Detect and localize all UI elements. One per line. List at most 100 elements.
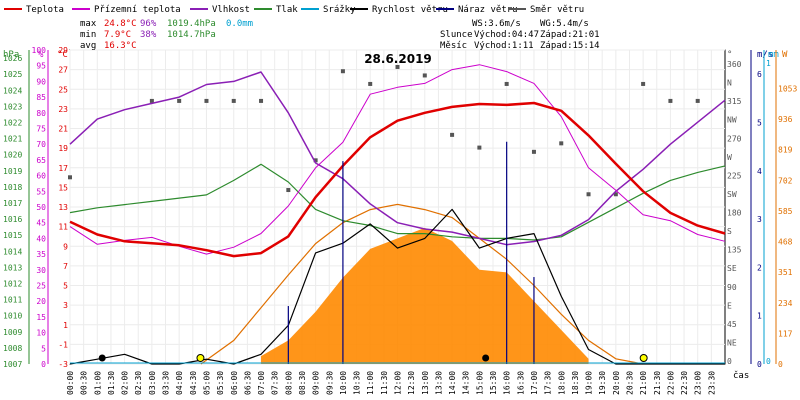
legend-label: Teplota (26, 5, 64, 15)
solar-tick-label: 117 (778, 329, 793, 338)
temp-tick-label: 29 (58, 46, 68, 55)
hum-tick-label: 90 (36, 77, 46, 86)
x-tick-label: 20:00 (612, 371, 621, 395)
solar-tick-label: 351 (778, 268, 793, 277)
solar-tick-label: 234 (778, 299, 793, 308)
hum-tick-label: 25 (36, 282, 46, 291)
solar-tick-label: 936 (778, 115, 793, 124)
hum-tick-label: 65 (36, 156, 46, 165)
moonset-time: Západ:15:14 (540, 41, 600, 51)
press-tick-label: 1021 (3, 135, 22, 144)
hum-tick-label: 80 (36, 109, 46, 118)
x-tick-label: 07:30 (271, 371, 280, 395)
press-tick-label: 1018 (3, 183, 22, 192)
x-tick-label: 14:00 (448, 371, 457, 395)
hum-tick-label: 15 (36, 313, 46, 322)
temp-tick-label: -1 (58, 340, 68, 349)
press-tick-label: 1025 (3, 70, 22, 79)
solar-tick-label: 585 (778, 207, 793, 216)
wind-tick-label: 6 (757, 70, 762, 79)
dir-tick-label: E (727, 301, 732, 310)
legend-label: Náraz větru (458, 5, 518, 15)
legend-label: Srážky (323, 5, 356, 15)
x-tick-label: 15:00 (475, 371, 484, 395)
legend-label: Rychlost větru (372, 5, 448, 15)
x-tick-label: 19:30 (598, 371, 607, 395)
moonrise-time: Východ:1:11 (474, 41, 534, 51)
x-tick-label: 05:00 (202, 371, 211, 395)
stat-min-temp: 7.9°C (104, 30, 131, 40)
solar-tick-label: 702 (778, 176, 793, 185)
x-tick-label: 08:30 (298, 371, 307, 395)
x-tick-label: 13:00 (421, 371, 430, 395)
x-tick-label: 04:00 (175, 371, 184, 395)
hum-tick-label: 55 (36, 187, 46, 196)
hum-tick-label: 5 (41, 344, 46, 353)
x-tick-label: 21:30 (653, 371, 662, 395)
temp-tick-label: 5 (63, 282, 68, 291)
wind-tick-label: 2 (757, 263, 762, 272)
wind-direction-mark (149, 98, 154, 103)
series-wind-speed-line (69, 208, 725, 365)
stat-avg-label: avg (80, 41, 96, 51)
x-tick-label: 00:00 (66, 371, 75, 395)
rain-tick-label: 0 (766, 357, 771, 366)
temp-tick-label: 21 (58, 125, 68, 134)
press-tick-label: 1014 (3, 247, 22, 256)
temp-tick-label: -3 (58, 360, 68, 369)
wind-direction-mark (559, 141, 564, 146)
wind-tick-label: 5 (757, 118, 762, 127)
x-tick-label: 09:30 (325, 371, 334, 395)
x-tick-label: 13:30 (434, 371, 443, 395)
wind-direction-mark (68, 175, 72, 180)
x-tick-label: 10:30 (353, 371, 362, 395)
hum-tick-label: 95 (36, 62, 46, 71)
dir-tick-label: 90 (727, 283, 737, 292)
hum-tick-label: 10 (36, 329, 46, 338)
dir-tick-label: 135 (727, 246, 742, 255)
x-tick-label: 00:30 (80, 371, 89, 395)
x-tick-label: 02:00 (121, 371, 130, 395)
press-tick-label: 1026 (3, 54, 22, 63)
wind-direction-mark (395, 64, 400, 69)
hum-tick-label: 100 (32, 46, 47, 55)
temp-tick-label: 7 (63, 262, 68, 271)
x-tick-label: 05:30 (216, 371, 225, 395)
press-tick-label: 1012 (3, 279, 22, 288)
wind-tick-label: 0 (757, 360, 762, 369)
sun-marker (639, 354, 648, 362)
dir-tick-label: 0 (727, 357, 732, 366)
hum-tick-label: 45 (36, 219, 46, 228)
hum-tick-label: 40 (36, 234, 46, 243)
wind-tick-label: 1 (757, 312, 762, 321)
press-tick-label: 1024 (3, 86, 22, 95)
dir-tick-label: 180 (727, 209, 742, 218)
wind-direction-mark (641, 81, 646, 86)
hum-axis-title: % (38, 50, 44, 60)
dir-tick-label: 360 (727, 60, 742, 69)
dir-tick-label: 225 (727, 171, 742, 180)
wind-direction-mark (531, 149, 536, 154)
rain-axis-title: mm (768, 50, 779, 60)
stat-min-hum: 38% (140, 30, 157, 40)
series-wind-direction (68, 64, 700, 197)
solar-tick-label: 819 (778, 146, 793, 155)
wind-direction-mark (613, 192, 618, 197)
x-tick-label: 03:30 (162, 371, 171, 395)
hum-tick-label: 85 (36, 93, 46, 102)
temp-tick-label: 15 (58, 183, 68, 192)
press-tick-label: 1010 (3, 312, 22, 321)
legend-label: Vlhkost (212, 5, 250, 15)
hum-tick-label: 70 (36, 140, 46, 149)
wind-direction-mark (286, 188, 291, 193)
grid-lines (69, 49, 725, 365)
legend-label: Směr větru (530, 5, 584, 15)
dir-tick-label: 45 (727, 320, 737, 329)
series-temperature-line (69, 101, 726, 258)
stat-max-temp: 24.8°C (104, 19, 137, 29)
temp-tick-label: 17 (58, 164, 68, 173)
x-tick-label: 01:30 (107, 371, 116, 395)
press-tick-label: 1013 (3, 263, 22, 272)
x-tick-label: 14:30 (462, 371, 471, 395)
stat-max-press: 1019.4hPa (167, 19, 216, 29)
